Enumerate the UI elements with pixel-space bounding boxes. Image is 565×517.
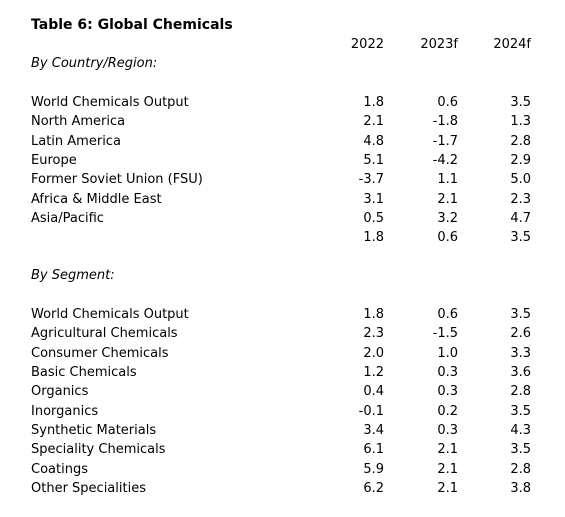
row-label: Former Soviet Union (FSU) <box>31 172 203 188</box>
cell-value: 1.1 <box>437 172 458 188</box>
section-heading: By Segment: <box>31 268 115 283</box>
table-title: Table 6: Global Chemicals <box>31 17 233 33</box>
cell-value: 0.3 <box>437 423 458 439</box>
cell-value: 2.1 <box>363 114 384 130</box>
row-label: North America <box>31 114 126 130</box>
row-label: World Chemicals Output <box>31 307 189 322</box>
row-label: Other Specialities <box>31 481 146 497</box>
cell-value: 4.3 <box>510 423 531 439</box>
cell-value: 2.1 <box>437 191 458 207</box>
cell-value: 0.4 <box>363 384 384 400</box>
cell-value: 3.5 <box>510 403 531 419</box>
row-label: Agricultural Chemicals <box>31 326 178 342</box>
cell-value: 3.5 <box>510 307 531 322</box>
cell-value: 4.7 <box>510 211 531 227</box>
cell-value: -1.5 <box>432 326 458 342</box>
cell-value: 3.2 <box>437 211 458 227</box>
cell-value: 5.1 <box>363 153 384 169</box>
row-label: Consumer Chemicals <box>31 345 169 361</box>
column-header: 2024f <box>493 37 531 52</box>
cell-value: 3.4 <box>363 423 384 439</box>
cell-value: 1.8 <box>363 230 384 246</box>
cell-value: -4.2 <box>432 153 458 169</box>
row-label: Basic Chemicals <box>31 365 137 381</box>
cell-value: 2.9 <box>510 153 531 169</box>
column-header: 2022 <box>350 37 384 52</box>
cell-value: 4.8 <box>363 133 384 149</box>
cell-value: 0.6 <box>437 307 458 322</box>
cell-value: 1.2 <box>363 365 384 381</box>
row-label: Inorganics <box>31 403 99 419</box>
column-header: 2023f <box>420 37 458 52</box>
cell-value: 1.8 <box>363 307 384 322</box>
cell-value: 2.1 <box>437 442 458 458</box>
section-heading: By Country/Region: <box>31 56 158 71</box>
cell-value: 2.3 <box>363 326 384 342</box>
cell-value: 3.3 <box>510 345 531 361</box>
row-label: Europe <box>31 153 77 169</box>
cell-value: 3.5 <box>510 442 531 458</box>
cell-value: 0.2 <box>437 403 458 419</box>
cell-value: 1.8 <box>363 95 384 110</box>
row-label: Africa & Middle East <box>31 191 162 207</box>
cell-value: 0.6 <box>437 230 458 246</box>
cell-value: 3.8 <box>510 481 531 497</box>
cell-value: 2.6 <box>510 326 531 342</box>
cell-value: 3.1 <box>363 191 384 207</box>
cell-value: 3.6 <box>510 365 531 381</box>
cell-value: 1.0 <box>437 345 458 361</box>
cell-value: -0.1 <box>358 403 384 419</box>
row-label: Organics <box>31 384 89 400</box>
row-label: Coatings <box>31 461 88 477</box>
cell-value: 6.1 <box>363 442 384 458</box>
cell-value: 2.0 <box>363 345 384 361</box>
cell-value: 0.5 <box>363 211 384 227</box>
cell-value: 0.3 <box>437 365 458 381</box>
cell-value: 2.8 <box>510 133 531 149</box>
row-label: Synthetic Materials <box>31 423 157 439</box>
cell-value: 2.8 <box>510 384 531 400</box>
cell-value: 2.1 <box>437 461 458 477</box>
cell-value: -1.8 <box>432 114 458 130</box>
row-label: Latin America <box>31 133 121 149</box>
cell-value: 6.2 <box>363 481 384 497</box>
cell-value: -1.7 <box>432 133 458 149</box>
row-label: Speciality Chemicals <box>31 442 166 458</box>
cell-value: 0.3 <box>437 384 458 400</box>
cell-value: 2.8 <box>510 461 531 477</box>
cell-value: 3.5 <box>510 95 531 110</box>
cell-value: -3.7 <box>358 172 384 188</box>
cell-value: 1.3 <box>510 114 531 130</box>
row-label: Asia/Pacific <box>31 211 104 227</box>
cell-value: 5.9 <box>363 461 384 477</box>
cell-value: 3.5 <box>510 230 531 246</box>
cell-value: 2.3 <box>510 191 531 207</box>
cell-value: 5.0 <box>510 172 531 188</box>
cell-value: 2.1 <box>437 481 458 497</box>
cell-value: 0.6 <box>437 95 458 110</box>
row-label: World Chemicals Output <box>31 95 189 110</box>
